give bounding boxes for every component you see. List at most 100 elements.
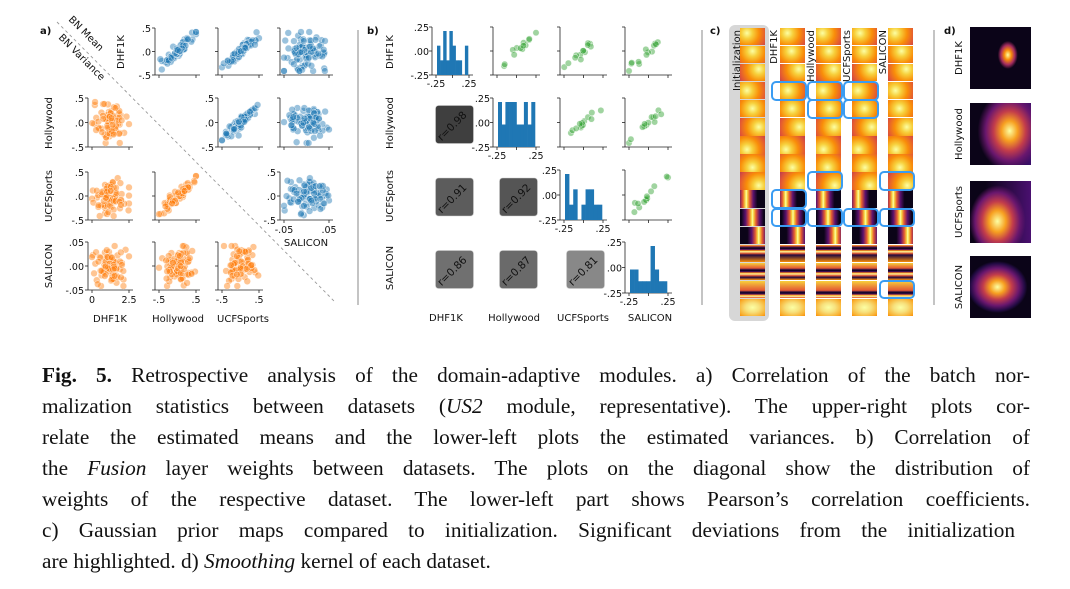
scatter-point bbox=[111, 242, 119, 250]
scatter-point bbox=[253, 101, 262, 109]
scatter-point bbox=[245, 246, 253, 255]
prior-map bbox=[740, 28, 765, 46]
prior-map bbox=[740, 154, 765, 172]
prior-column-label: UCFSports bbox=[842, 30, 853, 82]
scatter-point bbox=[109, 197, 118, 205]
prior-map bbox=[888, 244, 913, 262]
prior-map bbox=[780, 154, 805, 172]
x-axis-title-dhf1k: DHF1K bbox=[93, 314, 127, 325]
scatter-point bbox=[228, 242, 236, 250]
scatter-point bbox=[564, 59, 572, 67]
highlight-box bbox=[879, 207, 915, 228]
scatter-point bbox=[293, 114, 301, 122]
y-tick-label: -.5 bbox=[72, 143, 85, 154]
scatter-point bbox=[97, 282, 105, 290]
x-tick-label: 0 bbox=[89, 295, 95, 306]
scatter-point bbox=[109, 130, 118, 139]
scatter-point bbox=[627, 135, 635, 143]
scatter-point bbox=[307, 62, 316, 70]
scatter-point bbox=[226, 122, 234, 130]
histogram-bar bbox=[443, 31, 447, 75]
scatter-point bbox=[222, 130, 230, 138]
scatter-point bbox=[116, 257, 124, 266]
x-axis-title-ucfsports: UCFSports bbox=[217, 314, 269, 325]
scatter-point bbox=[290, 195, 298, 203]
scatter-point bbox=[231, 259, 239, 267]
scatter-point bbox=[233, 282, 241, 290]
scatter-point bbox=[107, 183, 115, 191]
x-axis-title: SALICON bbox=[628, 313, 672, 324]
scatter-point bbox=[300, 202, 308, 210]
x-tick-label: -.5 bbox=[216, 295, 229, 306]
y-tick-label: -.5 bbox=[264, 216, 277, 227]
y-tick-label: -.25 bbox=[471, 143, 490, 154]
scatter-point bbox=[300, 187, 308, 196]
histogram-bar bbox=[458, 60, 463, 75]
scatter-point bbox=[288, 106, 296, 114]
y-axis-title-dhf1k: DHF1K bbox=[116, 35, 127, 69]
scatter-point bbox=[98, 128, 106, 136]
scatter-points bbox=[155, 242, 199, 290]
histogram-bar bbox=[658, 281, 664, 293]
prior-map bbox=[740, 118, 765, 136]
histogram-bar bbox=[509, 102, 514, 147]
scatter-point bbox=[321, 67, 329, 75]
x-tick-label: -.25 bbox=[620, 297, 639, 308]
scatter-point bbox=[302, 54, 310, 63]
scatter-point bbox=[320, 49, 328, 57]
scatter-point bbox=[192, 30, 200, 38]
kernel-row-label: SALICON bbox=[954, 265, 965, 309]
scatter-point bbox=[245, 268, 254, 276]
smoothing-kernel-dhf1k bbox=[970, 27, 1031, 89]
scatter-point bbox=[307, 48, 315, 56]
scatter-point bbox=[302, 139, 311, 147]
prior-map bbox=[852, 100, 877, 118]
histogram-bar bbox=[589, 189, 595, 220]
caption-text: are highlighted. d) bbox=[42, 549, 205, 573]
prior-map bbox=[816, 118, 841, 136]
scatter-point bbox=[183, 279, 191, 287]
scatter-point bbox=[176, 262, 185, 270]
scatter-point bbox=[166, 267, 174, 276]
scatter-point bbox=[303, 117, 311, 125]
y-tick-label: .5 bbox=[142, 24, 151, 35]
scatter-point bbox=[188, 29, 196, 37]
scatter-point bbox=[109, 178, 117, 186]
scatter-point bbox=[281, 206, 289, 215]
prior-map bbox=[816, 136, 841, 154]
scatter-point bbox=[510, 51, 518, 59]
scatter-point bbox=[169, 197, 177, 205]
histogram-bar bbox=[498, 102, 502, 147]
prior-map bbox=[816, 244, 841, 262]
y-tick-label: .0 bbox=[75, 192, 84, 203]
y-tick-label: .25 bbox=[542, 166, 557, 177]
prior-map bbox=[852, 280, 877, 298]
prior-map bbox=[888, 154, 913, 172]
scatter-point bbox=[108, 276, 116, 284]
panel-label-b: b) bbox=[367, 26, 379, 37]
prior-map bbox=[816, 226, 841, 244]
prior-map bbox=[852, 118, 877, 136]
scatter-point bbox=[293, 138, 301, 146]
prior-map bbox=[888, 226, 913, 244]
y-tick-label: .5 bbox=[267, 168, 276, 179]
scatter-point bbox=[233, 252, 241, 260]
y-axis-title-salicon: SALICON bbox=[44, 244, 55, 288]
scatter-points bbox=[220, 242, 262, 290]
scatter-point bbox=[292, 189, 301, 198]
histogram-bar bbox=[449, 31, 453, 75]
scatter-point bbox=[309, 119, 317, 127]
scatter-point bbox=[110, 212, 118, 220]
prior-map bbox=[816, 190, 841, 208]
scatter-point bbox=[218, 63, 226, 71]
scatter-point bbox=[101, 248, 109, 257]
scatter-point bbox=[281, 36, 289, 45]
scatter-point bbox=[179, 189, 187, 198]
scatter-points bbox=[280, 104, 333, 147]
scatter-point bbox=[223, 129, 231, 137]
histogram-bar bbox=[638, 281, 643, 293]
scatter-point bbox=[321, 37, 329, 45]
scatter-point bbox=[240, 247, 248, 255]
correlation-box bbox=[499, 250, 538, 289]
